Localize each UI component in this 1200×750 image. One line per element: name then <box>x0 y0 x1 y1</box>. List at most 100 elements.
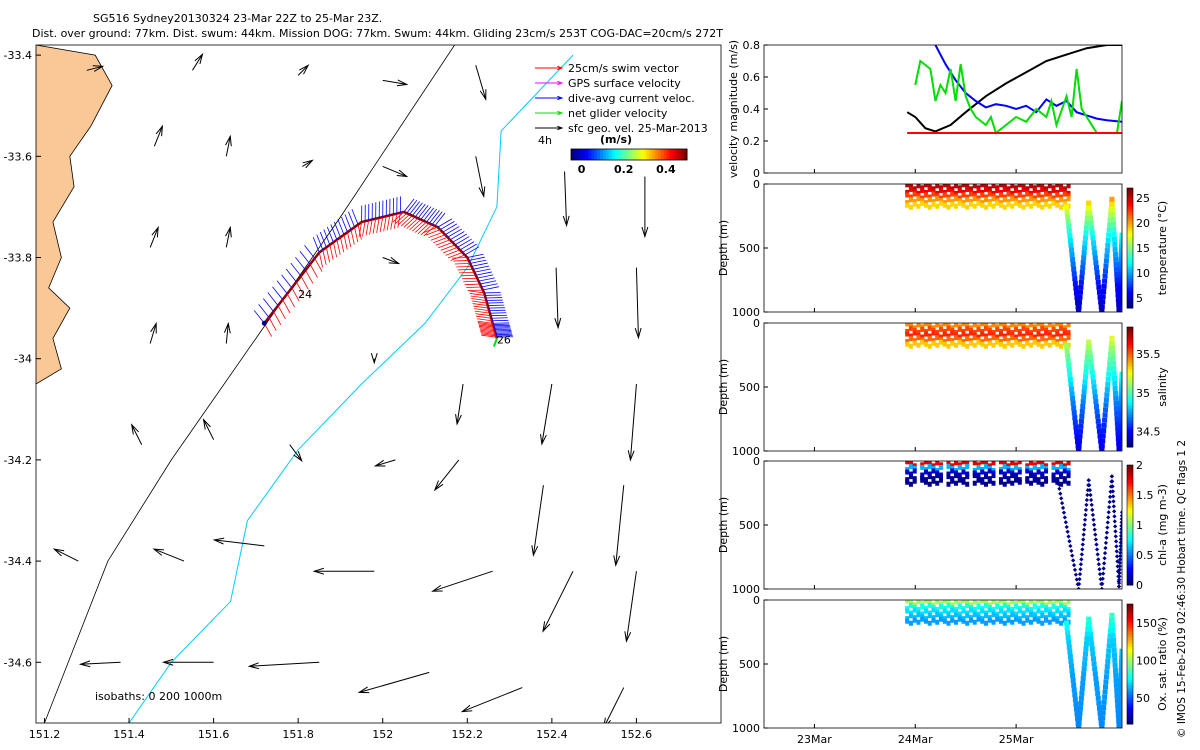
swim-vector <box>459 271 475 274</box>
depth-colorbar-cell <box>1127 694 1133 698</box>
map-colorbar-cell <box>652 149 656 160</box>
profile-sample-mark <box>1068 381 1074 387</box>
profile-sample-mark <box>1062 325 1067 331</box>
profile-sample-mark <box>1051 339 1056 345</box>
geo-velocity-shaft <box>542 570 574 632</box>
map-colorbar-cell <box>660 149 665 160</box>
profile-sample-mark <box>1059 343 1064 349</box>
profile-sample-mark <box>950 340 955 346</box>
profile-sample-mark <box>991 335 996 341</box>
profile-sample-mark <box>1106 510 1111 515</box>
profile-sample-mark <box>946 343 951 349</box>
profile-sample-mark <box>1047 193 1052 199</box>
profile-sample-mark <box>1103 263 1109 269</box>
profile-sample-mark <box>938 462 943 468</box>
depth-colorbar-cell <box>1127 570 1133 574</box>
profile-sample-mark <box>908 613 913 619</box>
geo-velocity-arrow <box>460 687 523 713</box>
profile-sample-mark <box>1082 522 1087 527</box>
depth-y-tick-label: 0 <box>753 178 760 191</box>
profile-sample-mark <box>1071 687 1077 693</box>
profile-sample-mark <box>946 194 951 200</box>
profile-sample-mark <box>1088 220 1094 226</box>
profile-sample-mark <box>1101 566 1106 571</box>
profile-sample-mark <box>980 469 985 475</box>
profile-sample-mark <box>1006 191 1011 197</box>
profile-sample-mark <box>931 604 936 610</box>
profile-sample-mark <box>1002 325 1007 331</box>
profile-sample-mark <box>1078 700 1084 706</box>
profile-sample-mark <box>905 192 910 198</box>
profile-sample-mark <box>1100 715 1106 721</box>
profile-sample-mark <box>1118 672 1122 678</box>
profile-sample-mark <box>991 480 996 486</box>
depth-colorbar-cell <box>1127 438 1133 442</box>
profile-sample-mark <box>1047 184 1052 189</box>
profile-sample-mark <box>950 463 955 469</box>
profile-sample-mark <box>1103 402 1109 408</box>
geo-velocity-arrow <box>433 459 460 492</box>
profile-sample-mark <box>980 461 985 465</box>
depth-colorbar-cell <box>1127 706 1133 710</box>
profile-sample-mark <box>1111 370 1117 376</box>
legend-label: GPS surface velocity <box>568 77 681 90</box>
profile-sample-mark <box>1029 609 1034 615</box>
profile-sample-mark <box>980 339 985 345</box>
profile-sample-mark <box>1079 274 1085 280</box>
depth-colorbar-cell <box>1127 667 1133 671</box>
profile-sample-mark <box>1113 534 1118 539</box>
velocity-y-tick-label: 0.2 <box>743 135 761 148</box>
profile-sample-mark <box>1062 338 1067 344</box>
profile-sample-mark <box>946 463 951 469</box>
profile-sample-mark <box>1062 191 1067 197</box>
depth-colorbar-cell <box>1127 435 1133 439</box>
profile-sample-mark <box>1097 572 1103 577</box>
profile-sample-mark <box>1032 462 1037 468</box>
swim-vector <box>362 221 366 237</box>
profile-sample-mark <box>1021 336 1026 342</box>
profile-sample-mark <box>950 186 955 192</box>
profile-sample-mark <box>961 202 966 208</box>
profile-sample-mark <box>1091 522 1097 527</box>
profile-sample-mark <box>1070 400 1076 406</box>
profile-sample-mark <box>987 340 992 346</box>
profile-sample-mark <box>965 333 970 339</box>
profile-sample-mark <box>1002 613 1007 619</box>
profile-sample-mark <box>1002 197 1007 203</box>
profile-sample-mark <box>938 603 943 609</box>
profile-sample-mark <box>1059 481 1064 487</box>
profile-sample-mark <box>1113 682 1119 688</box>
profile-sample-mark <box>1095 418 1101 424</box>
profile-sample-mark <box>1082 527 1087 532</box>
depth-colorbar-cell <box>1127 718 1133 722</box>
profile-sample-mark <box>938 187 943 193</box>
profile-sample-mark <box>931 199 936 205</box>
depth-colorbar-cell <box>1127 549 1133 553</box>
profile-sample-mark <box>1055 202 1060 208</box>
profile-sample-mark <box>1102 556 1107 561</box>
profile-sample-mark <box>1055 328 1060 334</box>
profile-sample-mark <box>1017 200 1022 206</box>
profile-sample-mark <box>1047 342 1052 348</box>
profile-sample-mark <box>1066 461 1071 466</box>
depth-colorbar-cell <box>1127 579 1133 583</box>
profile-sample-mark <box>1105 376 1111 382</box>
profile-sample-mark <box>1105 237 1111 243</box>
profile-sample-mark <box>1114 692 1120 698</box>
depth-colorbar-cell <box>1127 495 1133 499</box>
profile-sample-mark <box>1059 461 1064 467</box>
profile-sample-mark <box>976 603 981 609</box>
profile-sample-mark <box>1070 673 1076 679</box>
profile-sample-mark <box>1095 690 1101 696</box>
geo-velocity-head <box>225 225 232 238</box>
profile-sample-mark <box>1032 200 1037 206</box>
profile-sample-mark <box>938 200 943 206</box>
depth-colorbar-cell <box>1127 483 1133 487</box>
profile-sample-mark <box>916 335 921 341</box>
profile-sample-mark <box>1066 228 1072 234</box>
profile-sample-mark <box>1118 679 1122 685</box>
profile-sample-mark <box>912 463 917 469</box>
profile-sample-mark <box>991 606 996 612</box>
geo-velocity-shaft <box>532 485 544 556</box>
profile-sample-mark <box>1076 309 1082 312</box>
